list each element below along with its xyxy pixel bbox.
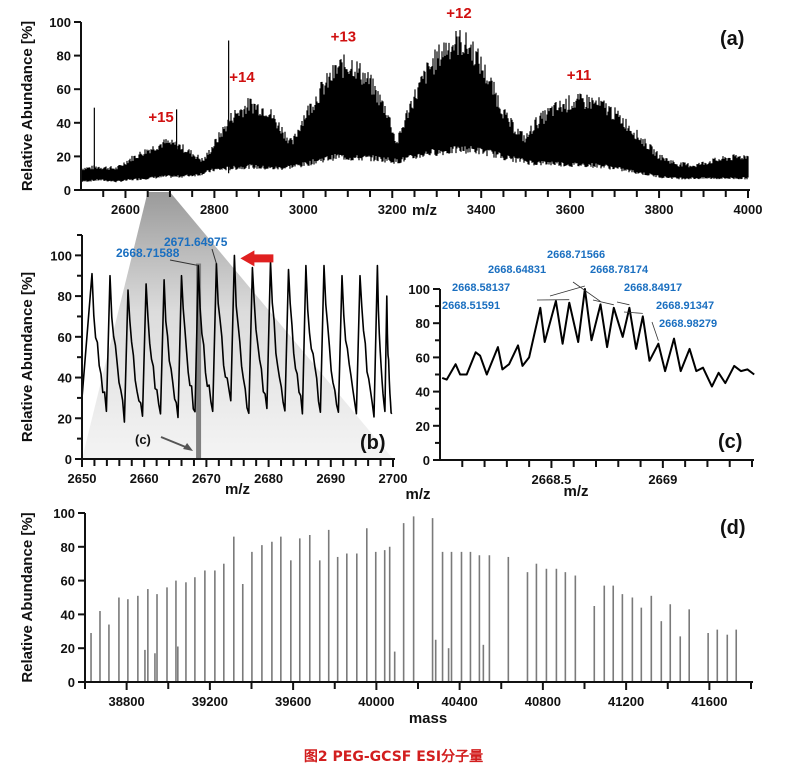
figure-caption: 图2 PEG-GCSF ESI分子量 — [303, 749, 484, 765]
y-tick-label: 80 — [58, 289, 72, 304]
x-tick-label: 2660 — [130, 471, 159, 486]
highlight-label: (c) — [135, 432, 151, 447]
peak-leader-line — [651, 321, 659, 341]
y-axis-title: Relative Abundance [%] — [19, 21, 36, 191]
x-tick-label: 2668.5 — [532, 472, 572, 487]
x-tick-label: 2600 — [111, 202, 140, 217]
spectrum-trace — [80, 30, 749, 183]
charge-state-label: +11 — [567, 67, 592, 84]
highlight-band — [196, 263, 202, 459]
x-tick-label: 38800 — [109, 694, 145, 709]
panel-label: (c) — [718, 431, 742, 453]
x-tick-label: 4000 — [734, 202, 763, 217]
peak-mz-label: 2668.84917 — [624, 282, 682, 294]
y-tick-label: 60 — [58, 330, 72, 345]
x-tick-label: 2700 — [379, 471, 408, 486]
pointer-arrowhead-icon — [183, 443, 194, 451]
y-tick-label: 60 — [61, 574, 75, 589]
y-tick-label: 20 — [416, 419, 430, 434]
x-tick-label: 2650 — [68, 471, 97, 486]
top-axis-label: m/z — [405, 486, 430, 503]
red-arrow-icon — [240, 250, 274, 267]
y-tick-label: 100 — [49, 15, 71, 30]
peak-leader-line — [592, 299, 614, 306]
x-axis-title: m/z — [412, 202, 437, 219]
panel-label: (b) — [360, 432, 386, 454]
y-tick-label: 20 — [57, 149, 71, 164]
x-tick-label: 3000 — [289, 202, 318, 217]
spectrum-trace — [441, 288, 755, 388]
x-axis-title: m/z — [563, 483, 588, 500]
x-tick-label: 2670 — [192, 471, 221, 486]
peak-leader-line — [623, 311, 643, 314]
y-tick-label: 20 — [61, 641, 75, 656]
peak-mz-label: 2668.71588 — [116, 246, 180, 260]
charge-state-label: +14 — [229, 69, 255, 86]
pointer-arrow-line — [160, 436, 189, 449]
y-tick-label: 40 — [416, 385, 430, 400]
x-tick-label: 3800 — [645, 202, 674, 217]
peak-mz-label: 2668.64831 — [488, 264, 546, 276]
x-tick-label: 39600 — [275, 694, 311, 709]
y-tick-label: 80 — [416, 316, 430, 331]
y-tick-label: 60 — [57, 82, 71, 97]
y-tick-label: 80 — [57, 49, 71, 64]
x-tick-label: 3400 — [467, 202, 496, 217]
y-tick-label: 100 — [408, 282, 430, 297]
x-tick-label: 2680 — [254, 471, 283, 486]
panel-d-deconvoluted-mass: 0 20 40 60 80 100 38800 39200 39600 40000 40400 408… — [19, 486, 753, 727]
panel-label: (a) — [720, 28, 744, 50]
charge-state-label: +15 — [148, 109, 173, 126]
y-tick-label: 60 — [416, 350, 430, 365]
panel-c-isotope-detail: 0 20 40 60 80 100 2668.5 2669 2668.51591 2668.581… — [408, 249, 755, 500]
peak-leader-line — [572, 281, 601, 302]
peak-leader-line — [169, 259, 199, 267]
y-tick-label: 100 — [50, 248, 72, 263]
x-tick-label: 39200 — [192, 694, 228, 709]
panel-b-zoomed-spectrum: 0 20 40 60 80 100 2650 2660 2670 2680 2690 2700 2668… — [19, 234, 408, 498]
peak-mz-label: 2668.98279 — [659, 318, 717, 330]
y-tick-label: 100 — [53, 506, 75, 521]
peak-mz-label: 2668.58137 — [452, 282, 510, 294]
x-axis-title: mass — [409, 710, 447, 727]
peak-mz-label: 2668.78174 — [590, 264, 649, 276]
peak-leader-line — [549, 285, 585, 297]
y-tick-label: 40 — [57, 116, 71, 131]
y-tick-label: 40 — [58, 371, 72, 386]
charge-state-label: +13 — [331, 29, 356, 46]
peak-leader-line — [616, 301, 630, 306]
x-tick-label: 41600 — [691, 694, 727, 709]
peak-leader-line — [211, 248, 217, 264]
x-tick-label: 40800 — [525, 694, 561, 709]
x-axis-title: m/z — [225, 481, 250, 498]
y-axis-title: Relative Abundance [%] — [19, 272, 36, 442]
y-tick-label: 0 — [65, 452, 72, 467]
y-tick-label: 0 — [423, 453, 430, 468]
x-tick-label: 3600 — [556, 202, 585, 217]
x-tick-label: 41200 — [608, 694, 644, 709]
y-tick-label: 80 — [61, 540, 75, 555]
peak-mz-label: 2668.91347 — [656, 300, 714, 312]
x-tick-label: 40000 — [358, 694, 394, 709]
x-tick-label: 3200 — [378, 202, 407, 217]
y-tick-label: 40 — [61, 607, 75, 622]
peak-mz-label: 2668.71566 — [547, 249, 605, 261]
y-tick-label: 0 — [68, 675, 75, 690]
panel-a-full-spectrum: 0 20 40 60 80 100 2600 2800 3000 3200 3400 3600 3800… — [19, 5, 762, 219]
charge-state-label: +12 — [446, 5, 471, 22]
panel-label: (d) — [720, 517, 746, 539]
spectrum-trace — [81, 254, 393, 423]
peak-mz-label: 2671.64975 — [164, 235, 228, 249]
x-tick-label: 2690 — [316, 471, 345, 486]
x-tick-label: 40400 — [442, 694, 478, 709]
x-tick-label: 2669 — [648, 472, 677, 487]
y-tick-label: 0 — [64, 183, 71, 198]
peak-mz-label: 2668.51591 — [442, 300, 500, 312]
x-tick-label: 2800 — [200, 202, 229, 217]
y-tick-label: 20 — [58, 411, 72, 426]
y-axis-title: Relative Abundance [%] — [19, 512, 36, 682]
